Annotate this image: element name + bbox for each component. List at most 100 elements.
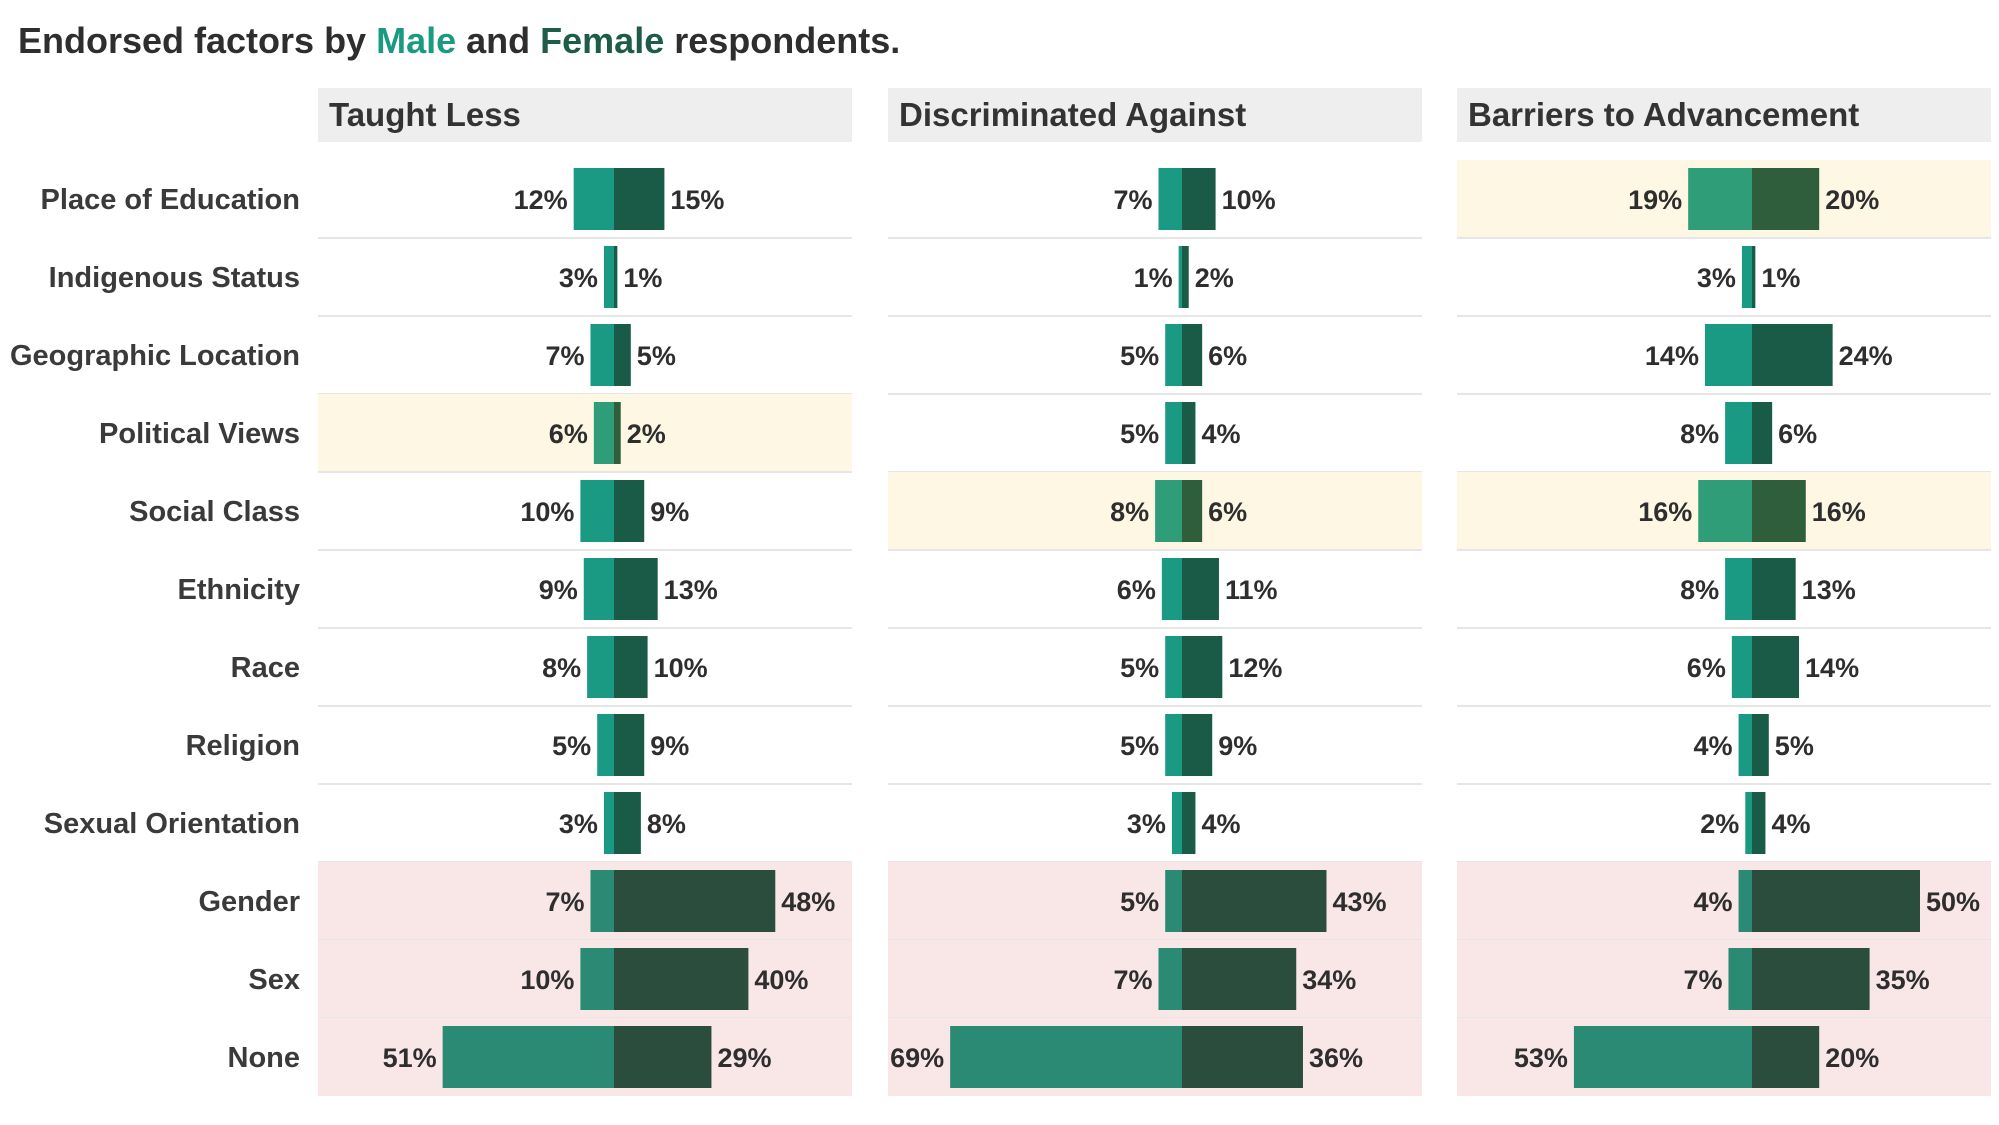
value-label-male: 5% <box>1120 653 1159 683</box>
row-highlight <box>318 394 852 472</box>
bar-male <box>590 870 614 932</box>
bar-male <box>1698 480 1752 542</box>
value-label-male: 10% <box>520 965 574 995</box>
row-label: Social Class <box>129 496 300 528</box>
bar-female <box>1182 1026 1303 1088</box>
value-label-male: 51% <box>383 1043 437 1073</box>
row-label: Indigenous Status <box>49 262 300 294</box>
value-label-female: 13% <box>664 575 718 605</box>
row-labels: Place of Education Indigenous Status Geogr… <box>10 184 300 1074</box>
bar-female <box>614 402 621 464</box>
value-label-female: 29% <box>717 1043 771 1073</box>
bar-male <box>1688 168 1752 230</box>
value-label-male: 5% <box>1120 731 1159 761</box>
bar-male <box>1731 636 1752 698</box>
value-label-male: 2% <box>1700 809 1739 839</box>
value-label-male: 3% <box>559 809 598 839</box>
bar-female <box>1182 480 1203 542</box>
value-label-male: 4% <box>1694 887 1733 917</box>
bar-female <box>1182 246 1189 308</box>
value-label-male: 8% <box>1680 419 1719 449</box>
bar-female <box>1182 870 1327 932</box>
value-label-female: 1% <box>623 263 662 293</box>
bar-female <box>614 246 618 308</box>
bar-male <box>1158 948 1182 1010</box>
value-label-female: 5% <box>1775 731 1814 761</box>
panel: Taught Less 12% 15% 3% 1% 7% 5% 6% 2% 10% 9% 9% 13% 8… <box>318 88 852 1096</box>
bar-female <box>1752 324 1833 386</box>
bar-male <box>1165 636 1182 698</box>
value-label-male: 5% <box>1120 419 1159 449</box>
row-label: None <box>228 1042 301 1074</box>
value-label-female: 35% <box>1876 965 1930 995</box>
bar-male <box>573 168 614 230</box>
bar-female <box>1182 948 1297 1010</box>
value-label-female: 10% <box>1222 185 1276 215</box>
value-label-male: 4% <box>1694 731 1733 761</box>
value-label-female: 13% <box>1802 575 1856 605</box>
value-label-female: 11% <box>1225 575 1278 605</box>
bar-male <box>1178 246 1182 308</box>
value-label-male: 6% <box>549 419 588 449</box>
bar-female <box>1182 714 1213 776</box>
bar-male <box>593 402 614 464</box>
bar-male <box>442 1026 614 1088</box>
value-label-female: 36% <box>1309 1043 1363 1073</box>
value-label-male: 69% <box>890 1043 944 1073</box>
row-label: Ethnicity <box>178 574 300 606</box>
value-label-male: 7% <box>545 887 584 917</box>
value-label-female: 8% <box>647 809 686 839</box>
value-label-male: 53% <box>1514 1043 1568 1073</box>
bar-male <box>603 792 614 854</box>
bar-male <box>1165 402 1182 464</box>
row-label: Geographic Location <box>10 340 300 372</box>
bar-female <box>614 714 645 776</box>
value-label-male: 14% <box>1645 341 1699 371</box>
bar-male <box>1738 870 1752 932</box>
bar-female <box>1752 636 1800 698</box>
row-highlight <box>888 862 1422 940</box>
bar-male <box>950 1026 1182 1088</box>
value-label-female: 50% <box>1926 887 1980 917</box>
value-label-female: 10% <box>654 653 708 683</box>
chart-title: Endorsed factors by Male and Female resp… <box>18 20 900 61</box>
bar-male <box>1165 714 1182 776</box>
value-label-female: 43% <box>1332 887 1386 917</box>
row-label: Place of Education <box>41 184 300 216</box>
bar-female <box>614 636 648 698</box>
bar-male <box>583 558 614 620</box>
value-label-male: 16% <box>1638 497 1692 527</box>
value-label-female: 6% <box>1208 497 1247 527</box>
value-label-female: 2% <box>627 419 666 449</box>
row-highlight <box>1457 940 1991 1018</box>
bar-female <box>1752 792 1766 854</box>
panel-title: Discriminated Against <box>899 96 1246 133</box>
bar-female <box>614 1026 712 1088</box>
value-label-male: 3% <box>1127 809 1166 839</box>
value-label-female: 12% <box>1228 653 1282 683</box>
value-label-male: 3% <box>559 263 598 293</box>
bar-female <box>1182 402 1196 464</box>
value-label-female: 24% <box>1839 341 1893 371</box>
bar-female <box>614 948 749 1010</box>
bar-male <box>1745 792 1752 854</box>
chart-title-female: Female <box>540 20 664 61</box>
bar-male <box>597 714 614 776</box>
bar-female <box>614 324 631 386</box>
value-label-female: 5% <box>637 341 676 371</box>
value-label-female: 9% <box>650 731 689 761</box>
value-label-male: 3% <box>1697 263 1736 293</box>
bar-female <box>1182 558 1219 620</box>
bar-female <box>614 792 641 854</box>
value-label-male: 9% <box>539 575 578 605</box>
value-label-female: 20% <box>1825 1043 1879 1073</box>
bar-male <box>1161 558 1182 620</box>
bar-female <box>1752 480 1806 542</box>
value-label-male: 1% <box>1134 263 1173 293</box>
bar-female <box>1752 246 1756 308</box>
bar-male <box>603 246 614 308</box>
value-label-male: 12% <box>514 185 568 215</box>
panel-header-bg <box>1457 88 1991 142</box>
panel: Discriminated Against 7% 10% 1% 2% 5% 6% 5% 4% 8%… <box>888 88 1422 1096</box>
panel-header-bg <box>888 88 1422 142</box>
